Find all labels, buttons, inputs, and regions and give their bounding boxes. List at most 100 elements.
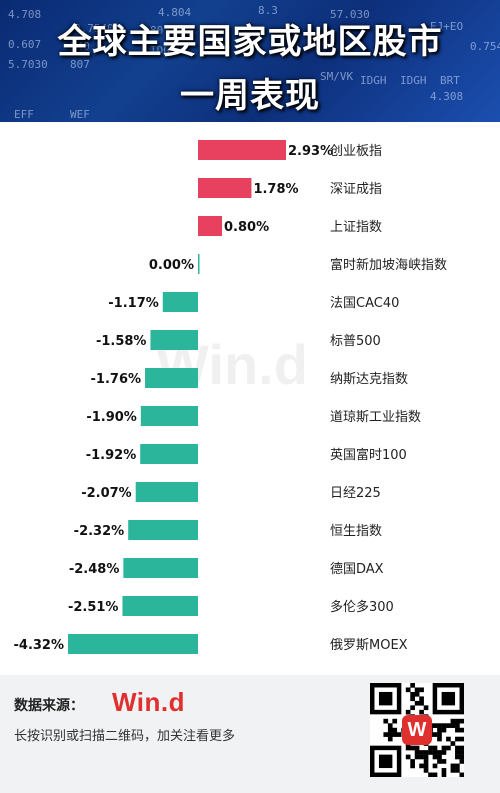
qr-module — [459, 772, 464, 777]
qr-module — [410, 763, 415, 769]
qr-module — [405, 745, 411, 751]
category-label: 富时新加坡海峡指数 — [330, 257, 447, 273]
bar — [198, 254, 200, 274]
data-label: -2.51% — [68, 600, 119, 615]
qr-module — [405, 754, 411, 760]
qr-module — [459, 745, 464, 751]
qr-module — [455, 718, 460, 724]
qr-module — [432, 763, 438, 769]
qr-module — [423, 750, 429, 755]
qr-module — [455, 750, 460, 755]
data-label: 2.93% — [288, 144, 333, 159]
ticker-text: 0.7540 — [74, 22, 114, 35]
qr-module — [419, 754, 424, 760]
qr-module — [455, 736, 460, 742]
qr-module — [405, 718, 411, 724]
qr-module — [455, 723, 460, 728]
bar — [150, 330, 198, 350]
bar — [162, 292, 198, 312]
data-label: -4.32% — [14, 638, 65, 653]
qr-module — [414, 745, 420, 751]
qr-module — [419, 718, 424, 724]
qr-module — [414, 750, 420, 755]
qr-module — [437, 732, 442, 737]
qr-code-icon[interactable] — [370, 683, 464, 777]
qr-module — [428, 745, 433, 751]
qr-module — [450, 768, 456, 773]
wind-logo: Win.d — [112, 687, 186, 717]
footer: 数据来源： Win.d 长按识别或扫描二维码，加关注看更多 W — [0, 675, 500, 793]
ticker-text: 540.5 — [70, 40, 104, 53]
ticker-text: IDGH — [360, 74, 387, 87]
page-subtitle: 一周表现 — [180, 76, 320, 116]
bar — [123, 558, 198, 578]
qr-module — [450, 723, 456, 728]
qr-module — [423, 754, 429, 760]
ticker-text: 8.3 — [258, 4, 278, 17]
qr-module — [450, 741, 456, 746]
qr-module — [410, 691, 415, 697]
ticker-text: 4.708 — [8, 8, 42, 21]
category-label: 恒生指数 — [330, 524, 382, 539]
qr-module — [441, 759, 447, 764]
category-label: 标普500 — [330, 334, 381, 349]
qr-module — [428, 772, 433, 777]
qr-module — [419, 750, 424, 755]
qr-module — [459, 718, 464, 724]
category-label: 纳斯达克指数 — [330, 372, 408, 387]
qr-module — [410, 745, 415, 751]
data-label: -2.48% — [69, 562, 120, 577]
qr-module — [419, 709, 424, 715]
ticker-text: 0.754 — [470, 40, 500, 53]
bar — [68, 634, 198, 654]
data-label: -1.17% — [108, 296, 159, 311]
qr-module — [428, 732, 433, 737]
qr-module — [383, 732, 389, 737]
qr-module — [455, 727, 460, 733]
category-label: 道琼斯工业指数 — [330, 410, 421, 425]
qr-module — [387, 732, 393, 737]
qr-module — [423, 759, 429, 764]
data-label: 1.78% — [253, 182, 298, 197]
category-label: 日经225 — [330, 486, 381, 501]
qr-module — [441, 745, 447, 751]
category-label: 深证成指 — [330, 182, 382, 197]
qr-module — [423, 705, 429, 711]
bar — [140, 406, 198, 426]
qr-module — [450, 763, 456, 769]
qr-module — [437, 736, 442, 742]
qr-module — [437, 727, 442, 733]
ticker-text: EJ+EO — [430, 20, 464, 33]
bar — [198, 140, 286, 160]
qr-module — [437, 759, 442, 764]
qr-module — [392, 732, 398, 737]
bar — [128, 520, 198, 540]
page-title: 全球主要国家或地区股市 — [57, 22, 443, 62]
qr-module — [423, 714, 429, 720]
ticker-text: 0.607 — [8, 38, 42, 51]
follow-hint: 长按识别或扫描二维码，加关注看更多 — [14, 729, 236, 744]
qr-module — [437, 754, 442, 760]
category-label: 创业板指 — [330, 144, 382, 159]
header-banner: 4.708 4.804 8.3 57.030 0.7540 0.607 540.5 5.703… — [0, 0, 500, 122]
qr-module — [432, 732, 438, 737]
ticker-text: WEF — [70, 108, 90, 121]
qr-module — [414, 691, 420, 697]
qr-module — [410, 723, 415, 728]
qr-module — [441, 750, 447, 755]
qr-module — [396, 732, 402, 737]
qr-module — [414, 727, 420, 733]
category-label: 上证指数 — [330, 220, 382, 235]
qr-module — [414, 718, 420, 724]
qr-module — [459, 736, 464, 742]
qr-module — [414, 687, 420, 693]
qr-module — [437, 750, 442, 755]
qr-module — [410, 714, 415, 720]
ticker-text: BRT — [440, 74, 460, 87]
category-label: 俄罗斯MOEX — [330, 638, 408, 653]
qr-module — [419, 700, 424, 706]
qr-module — [446, 745, 451, 751]
qr-module — [428, 727, 433, 733]
qr-module — [405, 736, 411, 742]
